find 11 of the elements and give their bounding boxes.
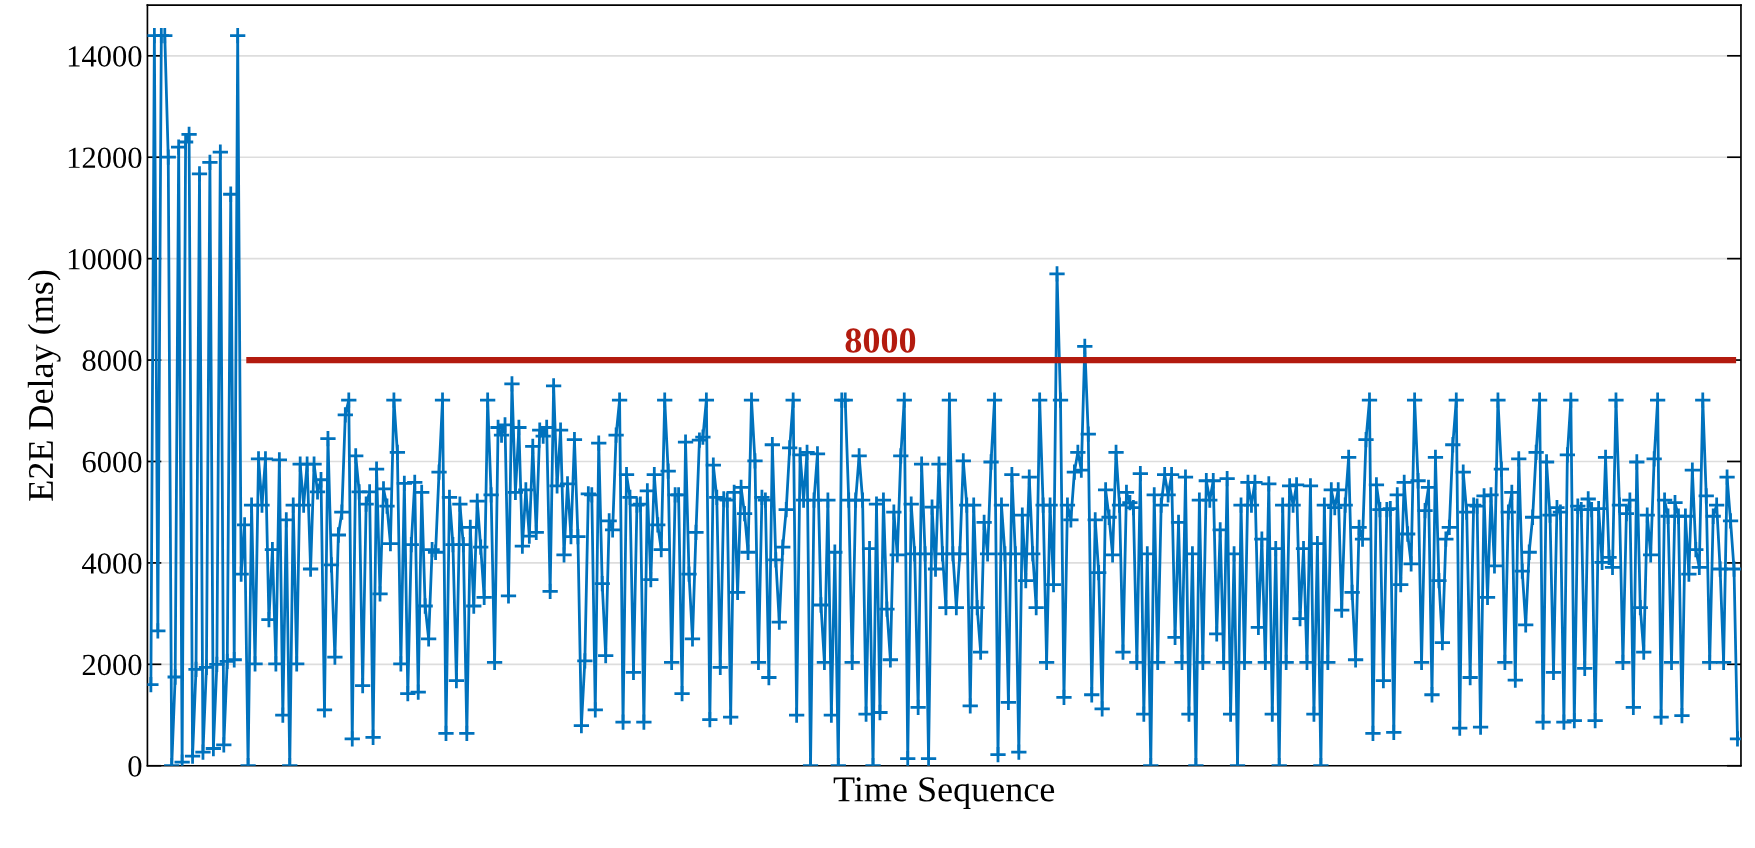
y-tick-label: 12000: [68, 147, 142, 169]
y-tick-label: 10000: [68, 248, 142, 270]
y-tick-label: 0: [128, 756, 142, 777]
x-axis-title: Time Sequence: [833, 777, 1055, 809]
ref-line-label: 8000: [845, 328, 916, 353]
y-tick-label: 6000: [82, 451, 142, 473]
y-tick-label: 14000: [68, 46, 142, 67]
y-tick-label: 2000: [82, 654, 142, 676]
y-tick-label: 4000: [82, 553, 142, 574]
y-axis-title: E2E Delay (ms): [27, 270, 61, 501]
y-tick-label: 8000: [82, 350, 142, 371]
